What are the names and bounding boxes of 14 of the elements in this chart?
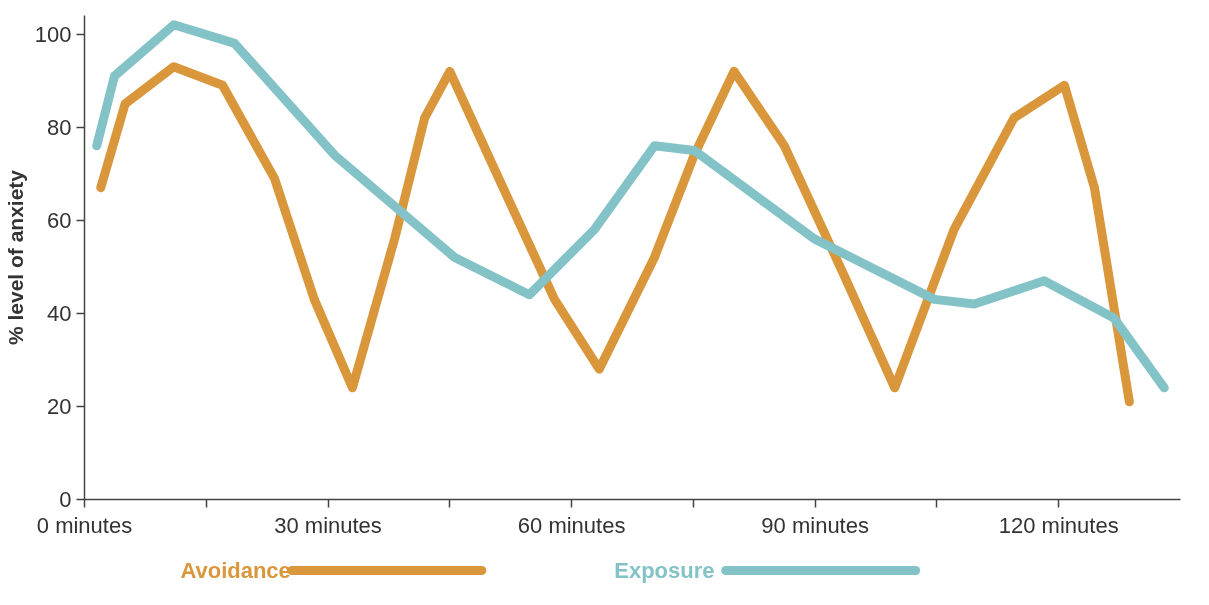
y-tick-label: 100 — [34, 21, 72, 47]
y-tick-label: 20 — [47, 393, 72, 419]
x-tick-label: 0 minutes — [36, 512, 133, 538]
y-tick-label: 80 — [47, 114, 72, 140]
y-tick-label: 60 — [47, 207, 72, 233]
x-tick-label: 120 minutes — [998, 512, 1119, 538]
x-tick-label: 90 minutes — [761, 512, 869, 538]
y-tick-label: 40 — [47, 300, 72, 326]
x-tick-label: 30 minutes — [274, 512, 382, 538]
y-tick-label: 0 — [59, 487, 72, 512]
text: Exposure — [614, 558, 715, 583]
y-axis-title: % level of anxiety — [3, 169, 27, 346]
x-tick-label: 60 minutes — [517, 512, 626, 538]
text: Avoidance — [180, 558, 291, 583]
